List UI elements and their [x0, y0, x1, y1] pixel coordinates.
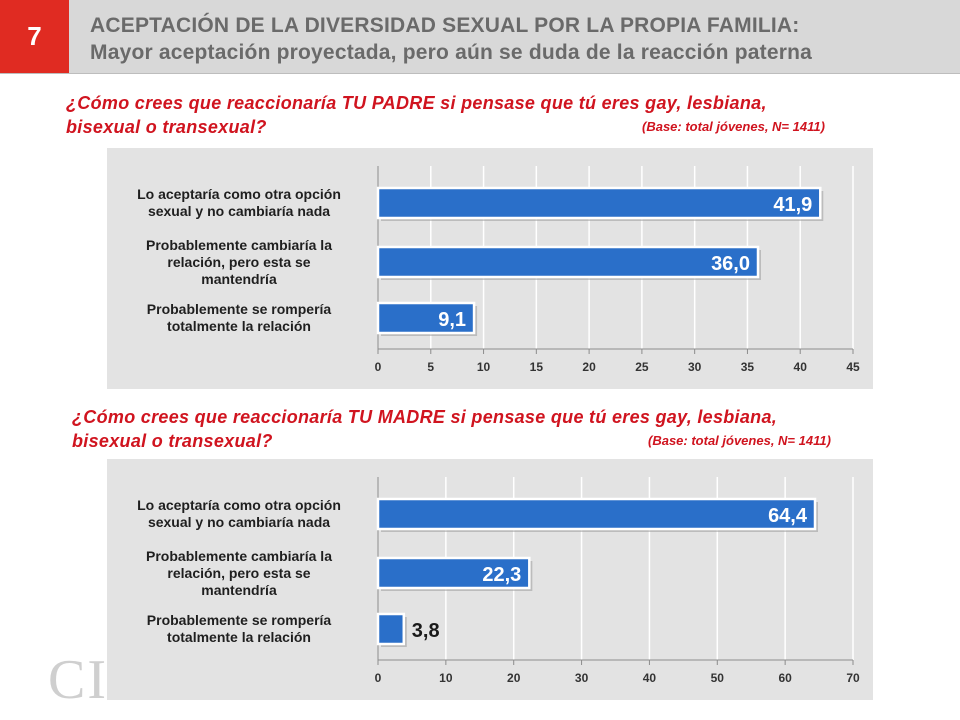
bar — [376, 186, 822, 220]
category-label-line: mantendría — [201, 270, 277, 287]
question-father-line-1: ¿Cómo crees que reaccionaría TU PADRE si… — [66, 93, 767, 113]
slide-title: ACEPTACIÓN DE LA DIVERSIDAD SEXUAL POR L… — [90, 12, 812, 66]
x-tick-label: 60 — [778, 671, 792, 685]
x-tick-label: 30 — [688, 360, 702, 374]
category-label: Probablemente se rompería totalmente la r… — [109, 612, 369, 646]
x-tick-label: 20 — [507, 671, 521, 685]
x-tick-label: 30 — [575, 671, 589, 685]
category-label: Probablemente cambiaría la relación, pero… — [109, 237, 369, 288]
x-tick-label: 0 — [375, 671, 382, 685]
question-mother: ¿Cómo crees que reaccionaría TU MADRE si… — [72, 405, 777, 453]
category-label: Probablemente se rompería totalmente la r… — [109, 301, 369, 335]
x-tick-label: 10 — [439, 671, 453, 685]
value-label: 3,8 — [412, 620, 440, 642]
chart-svg: 0 10 20 30 40 50 60 70 64,4 22,3 3,8 — [375, 477, 860, 685]
slide-number: 7 — [0, 0, 69, 73]
bar — [376, 612, 406, 646]
category-label-line: totalmente la relación — [167, 318, 311, 334]
category-label: Lo aceptaría como otra opción sexual y no… — [109, 497, 369, 531]
x-tick-label: 25 — [635, 360, 649, 374]
x-tick-label: 40 — [794, 360, 808, 374]
title-line-2: Mayor aceptación proyectada, pero aún se… — [90, 41, 813, 64]
category-label-line: mantendría — [201, 581, 277, 598]
question-mother-line-2: bisexual o transexual? — [72, 431, 273, 451]
x-tick-label: 10 — [477, 360, 491, 374]
x-tick-label: 35 — [741, 360, 755, 374]
x-tick-label: 5 — [427, 360, 434, 374]
bar — [376, 556, 531, 590]
value-label: 64,4 — [768, 505, 808, 527]
value-label: 22,3 — [482, 564, 521, 586]
category-label-line: totalmente la relación — [167, 629, 311, 645]
question-father: ¿Cómo crees que reaccionaría TU PADRE si… — [66, 91, 767, 139]
category-label-line: Lo aceptaría como otra opción — [137, 186, 341, 202]
category-label-line: Probablemente cambiaría la — [146, 547, 332, 564]
bar — [376, 301, 476, 335]
base-note-father: (Base: total jóvenes, N= 1411) — [642, 119, 825, 134]
x-tick-label: 45 — [846, 360, 860, 374]
chart-mother: 0 10 20 30 40 50 60 70 64,4 22,3 3,8 Lo aceptaría c… — [107, 459, 873, 700]
chart-father: 0 5 10 15 20 25 30 35 40 45 41,9 36,0 9,1 Lo aceptarí… — [107, 148, 873, 389]
question-mother-line-1: ¿Cómo crees que reaccionaría TU MADRE si… — [72, 407, 778, 427]
category-label-line: sexual y no cambiaría nada — [147, 203, 331, 219]
x-tick-label: 0 — [375, 360, 382, 374]
category-label: Probablemente cambiaría la relación, pero… — [109, 548, 369, 599]
title-line-1: ACEPTACIÓN DE LA DIVERSIDAD SEXUAL POR L… — [90, 14, 800, 37]
value-label: 36,0 — [711, 253, 750, 275]
category-label-line: Probablemente se rompería — [146, 612, 332, 628]
category-label: Lo aceptaría como otra opción sexual y no… — [109, 186, 369, 220]
question-father-line-2: bisexual o transexual? — [66, 117, 267, 137]
header-bar: 7 ACEPTACIÓN DE LA DIVERSIDAD SEXUAL POR… — [0, 0, 960, 74]
x-tick-label: 40 — [643, 671, 657, 685]
category-label-line: Probablemente cambiaría la — [146, 236, 332, 253]
category-label-line: relación, pero esta se — [167, 253, 311, 270]
category-label-line: Probablemente se rompería — [146, 301, 332, 317]
value-label: 9,1 — [438, 309, 466, 331]
x-tick-label: 50 — [711, 671, 725, 685]
bar — [376, 497, 817, 531]
category-label-line: sexual y no cambiaría nada — [147, 514, 331, 530]
x-tick-label: 70 — [846, 671, 860, 685]
value-label: 41,9 — [773, 194, 812, 216]
bar — [376, 245, 760, 279]
x-tick-label: 20 — [582, 360, 596, 374]
category-label-line: relación, pero esta se — [167, 564, 311, 581]
chart-svg: 0 5 10 15 20 25 30 35 40 45 41,9 36,0 9,1 — [375, 166, 860, 374]
base-note-mother: (Base: total jóvenes, N= 1411) — [648, 433, 831, 448]
category-label-line: Lo aceptaría como otra opción — [137, 497, 341, 513]
x-tick-label: 15 — [530, 360, 544, 374]
